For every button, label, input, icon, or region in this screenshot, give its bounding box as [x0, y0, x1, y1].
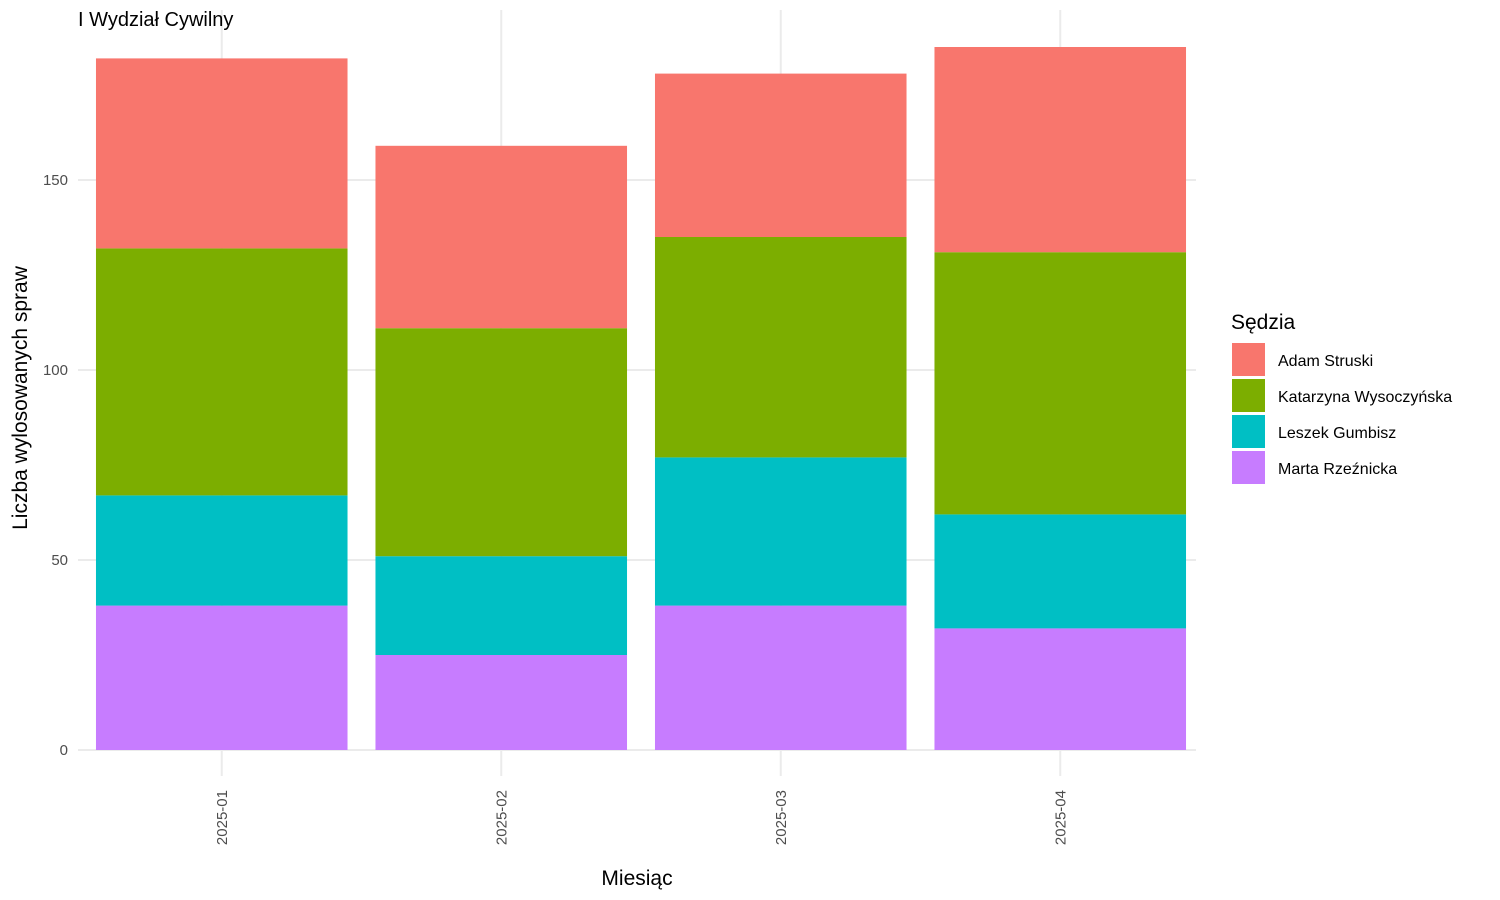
- legend-title: Sędzia: [1231, 311, 1296, 334]
- x-tick-label: 2025-01: [214, 790, 231, 845]
- legend-label: Katarzyna Wysoczyńska: [1278, 389, 1452, 406]
- bar-segment: [375, 655, 628, 750]
- bar-segment: [95, 58, 348, 249]
- bar-segment: [95, 248, 348, 496]
- bar-segment: [375, 145, 628, 329]
- bar-segment: [95, 495, 348, 606]
- legend-key: [1232, 343, 1265, 376]
- bar-segment: [654, 73, 907, 237]
- bar-segment: [95, 605, 348, 750]
- legend-label: Adam Struski: [1278, 353, 1373, 370]
- bar-segment: [654, 237, 907, 458]
- bars: [95, 47, 1187, 750]
- x-tick-label: 2025-03: [773, 790, 790, 845]
- bar-segment: [934, 252, 1187, 515]
- legend-items: Adam Struski Katarzyna Wysoczyńska Leszek …: [1232, 343, 1452, 484]
- legend-key: [1232, 415, 1265, 448]
- chart-title: I Wydział Cywilny: [78, 9, 233, 31]
- legend-key: [1232, 379, 1265, 412]
- y-tick-label: 0: [60, 742, 68, 759]
- x-axis-title: Miesiąc: [601, 867, 672, 890]
- bar-segment: [934, 47, 1187, 253]
- y-tick-label: 150: [43, 172, 68, 189]
- y-tick-label: 100: [43, 362, 68, 379]
- bar-segment: [375, 328, 628, 557]
- x-tick-label: 2025-02: [493, 790, 510, 845]
- bar-segment: [934, 628, 1187, 750]
- bar-segment: [934, 514, 1187, 629]
- bar-segment: [375, 556, 628, 655]
- x-axis-ticks: 2025-01 2025-02 2025-03 2025-04: [214, 790, 1070, 845]
- y-axis-title: Liczba wylosowanych spraw: [9, 265, 32, 530]
- x-tick-label: 2025-04: [1052, 790, 1069, 845]
- bar-segment: [654, 457, 907, 606]
- legend-label: Leszek Gumbisz: [1278, 425, 1396, 442]
- legend-label: Marta Rzeźnicka: [1278, 461, 1397, 478]
- y-tick-label: 50: [51, 552, 68, 569]
- legend-key: [1232, 451, 1265, 484]
- legend: Sędzia Adam Struski Katarzyna Wysoczyńska…: [1231, 311, 1452, 484]
- bar-segment: [654, 605, 907, 750]
- y-axis-ticks: 0 50 100 150: [43, 172, 68, 759]
